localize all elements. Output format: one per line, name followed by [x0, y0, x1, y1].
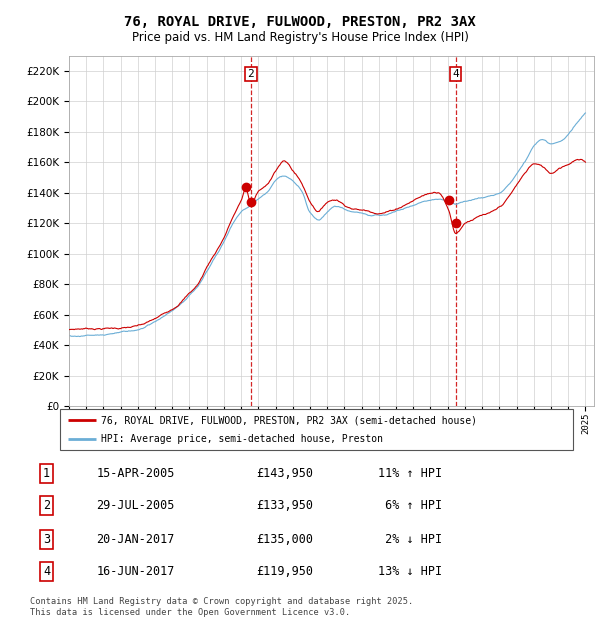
- Text: HPI: Average price, semi-detached house, Preston: HPI: Average price, semi-detached house,…: [101, 433, 383, 444]
- Text: £143,950: £143,950: [256, 467, 313, 480]
- Text: 29-JUL-2005: 29-JUL-2005: [96, 499, 175, 512]
- Text: £135,000: £135,000: [256, 533, 313, 546]
- Text: Contains HM Land Registry data © Crown copyright and database right 2025.
This d: Contains HM Land Registry data © Crown c…: [30, 598, 413, 617]
- Text: Price paid vs. HM Land Registry's House Price Index (HPI): Price paid vs. HM Land Registry's House …: [131, 31, 469, 44]
- Text: 4: 4: [452, 69, 459, 79]
- Text: 20-JAN-2017: 20-JAN-2017: [96, 533, 175, 546]
- Text: 1: 1: [43, 467, 50, 480]
- Text: £119,950: £119,950: [256, 565, 313, 578]
- Text: 3: 3: [43, 533, 50, 546]
- Text: 4: 4: [43, 565, 50, 578]
- Text: 76, ROYAL DRIVE, FULWOOD, PRESTON, PR2 3AX (semi-detached house): 76, ROYAL DRIVE, FULWOOD, PRESTON, PR2 3…: [101, 415, 477, 425]
- FancyBboxPatch shape: [60, 409, 573, 450]
- Text: 13% ↓ HPI: 13% ↓ HPI: [378, 565, 442, 578]
- Text: 76, ROYAL DRIVE, FULWOOD, PRESTON, PR2 3AX: 76, ROYAL DRIVE, FULWOOD, PRESTON, PR2 3…: [124, 16, 476, 30]
- Text: 6% ↑ HPI: 6% ↑ HPI: [378, 499, 442, 512]
- Text: 11% ↑ HPI: 11% ↑ HPI: [378, 467, 442, 480]
- Text: 2: 2: [43, 499, 50, 512]
- Text: £133,950: £133,950: [256, 499, 313, 512]
- Text: 15-APR-2005: 15-APR-2005: [96, 467, 175, 480]
- Text: 16-JUN-2017: 16-JUN-2017: [96, 565, 175, 578]
- Text: 2% ↓ HPI: 2% ↓ HPI: [378, 533, 442, 546]
- Text: 2: 2: [248, 69, 254, 79]
